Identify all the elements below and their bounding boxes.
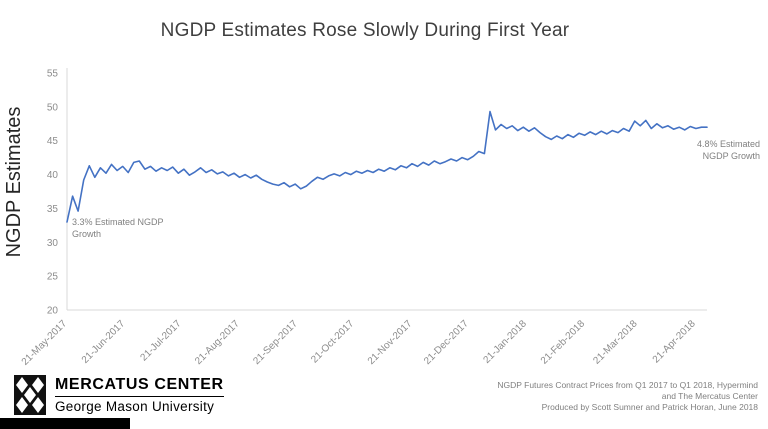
annotation-start-line2: Growth xyxy=(72,229,102,239)
svg-text:21-Mar-2018: 21-Mar-2018 xyxy=(591,318,640,367)
source-attribution: NGDP Futures Contract Prices from Q1 201… xyxy=(497,380,758,413)
svg-text:25: 25 xyxy=(47,272,59,283)
svg-text:21-Apr-2018: 21-Apr-2018 xyxy=(651,318,698,365)
source-line-3: Produced by Scott Sumner and Patrick Hor… xyxy=(541,402,758,412)
source-line-2: and The Mercatus Center xyxy=(661,391,758,401)
svg-text:21-Sep-2017: 21-Sep-2017 xyxy=(251,318,300,367)
svg-text:21-May-2017: 21-May-2017 xyxy=(20,318,70,368)
annotation-end-line2: NGDP Growth xyxy=(702,151,760,161)
svg-text:21-Jan-2018: 21-Jan-2018 xyxy=(481,318,529,366)
svg-text:21-Oct-2017: 21-Oct-2017 xyxy=(309,318,356,365)
svg-text:20: 20 xyxy=(47,306,59,317)
footer-black-bar xyxy=(0,418,130,429)
svg-text:21-Nov-2017: 21-Nov-2017 xyxy=(366,318,415,367)
svg-text:30: 30 xyxy=(47,238,59,249)
org-subtitle: George Mason University xyxy=(55,399,215,414)
svg-text:35: 35 xyxy=(47,204,59,215)
footer: MERCATUS CENTER George Mason University xyxy=(0,373,768,429)
annotation-end-line1: 4.8% Estimated xyxy=(696,139,760,149)
chart-region: 20 25 30 35 40 45 50 55 21-May-2017 21-Jun-2017 21… xyxy=(0,52,768,382)
svg-text:40: 40 xyxy=(47,170,59,181)
mercatus-logo-icon xyxy=(14,375,46,415)
svg-text:21-Feb-2018: 21-Feb-2018 xyxy=(539,318,588,367)
mercatus-logo: MERCATUS CENTER George Mason University xyxy=(14,375,224,415)
annotation-end-growth: 4.8% Estimated NGDP Growth xyxy=(697,138,760,162)
svg-text:55: 55 xyxy=(47,69,59,80)
source-line-1: NGDP Futures Contract Prices from Q1 201… xyxy=(497,380,758,390)
annotation-start-line1: 3.3% Estimated NGDP xyxy=(72,217,164,227)
svg-text:21-Aug-2017: 21-Aug-2017 xyxy=(193,318,242,367)
chart-title: NGDP Estimates Rose Slowly During First … xyxy=(160,20,570,41)
mercatus-logo-text: MERCATUS CENTER George Mason University xyxy=(55,376,224,414)
svg-text:45: 45 xyxy=(47,136,59,147)
svg-text:21-Dec-2017: 21-Dec-2017 xyxy=(422,318,471,367)
svg-text:21-Jun-2017: 21-Jun-2017 xyxy=(80,318,128,366)
org-divider xyxy=(55,396,224,397)
svg-text:50: 50 xyxy=(47,102,59,113)
annotation-start-growth: 3.3% Estimated NGDP Growth xyxy=(72,216,164,240)
svg-text:21-Jul-2017: 21-Jul-2017 xyxy=(138,318,183,363)
org-name: MERCATUS CENTER xyxy=(55,376,224,393)
